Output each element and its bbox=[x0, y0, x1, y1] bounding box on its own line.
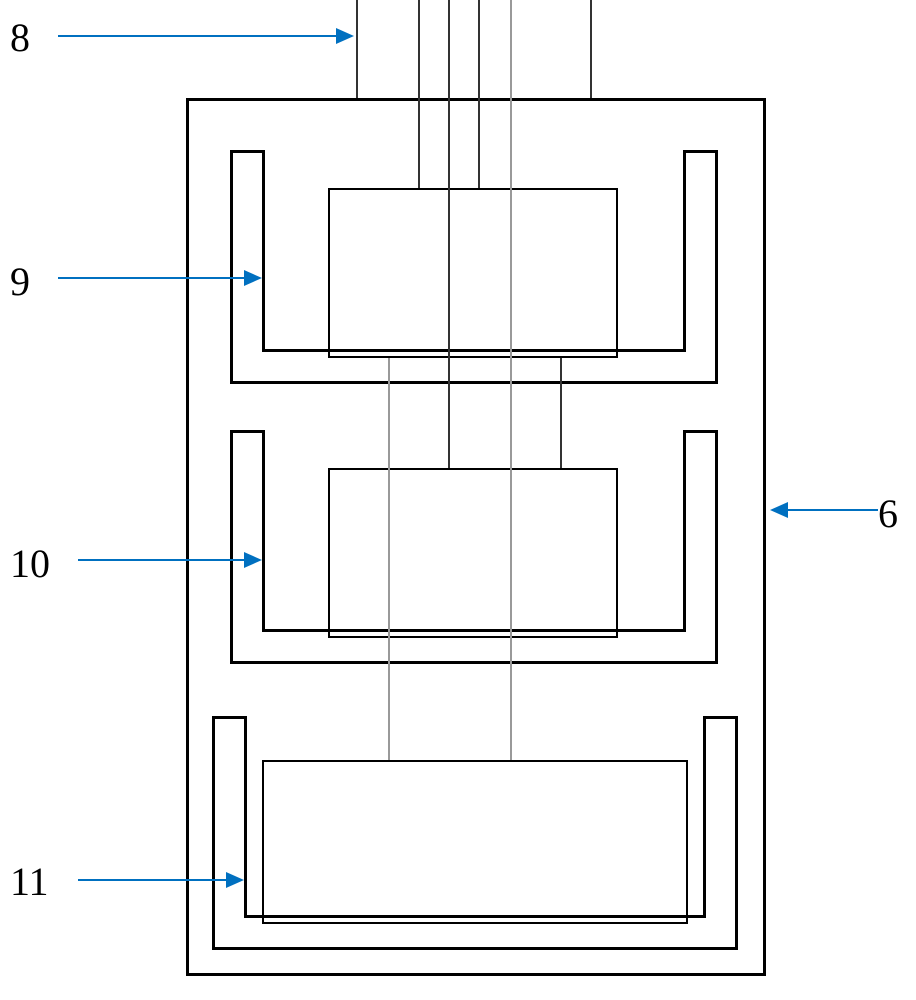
vertical-line bbox=[478, 0, 480, 188]
arrow-10-line bbox=[78, 559, 246, 561]
arrow-11-head bbox=[226, 872, 244, 888]
label-10: 10 bbox=[10, 540, 50, 587]
vertical-line bbox=[388, 358, 390, 760]
inner-rect-1 bbox=[328, 188, 618, 358]
vertical-line bbox=[448, 0, 450, 468]
inner-rect-2 bbox=[328, 468, 618, 638]
arrow-8-head bbox=[336, 28, 354, 44]
vertical-line bbox=[590, 0, 592, 98]
label-11: 11 bbox=[10, 858, 49, 905]
arrow-11-line bbox=[78, 879, 228, 881]
label-6: 6 bbox=[878, 490, 898, 537]
vertical-line bbox=[418, 0, 420, 188]
arrow-10-head bbox=[244, 552, 262, 568]
arrow-6-line bbox=[788, 509, 878, 511]
label-8: 8 bbox=[10, 14, 30, 61]
vertical-line bbox=[356, 0, 358, 98]
inner-rect-3 bbox=[262, 760, 688, 924]
arrow-9-head bbox=[244, 270, 262, 286]
arrow-6-head bbox=[770, 502, 788, 518]
vertical-line bbox=[510, 0, 512, 760]
vertical-line bbox=[560, 358, 562, 468]
label-9: 9 bbox=[10, 258, 30, 305]
arrow-9-line bbox=[58, 277, 246, 279]
arrow-8-line bbox=[58, 35, 338, 37]
